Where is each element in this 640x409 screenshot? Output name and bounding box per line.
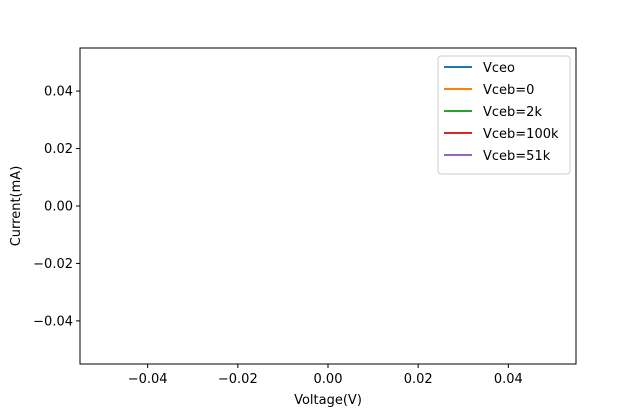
legend-label: Vceb=2k: [483, 105, 542, 120]
x-tick-label: −0.02: [218, 372, 258, 387]
legend-label: Vceo: [483, 61, 515, 76]
legend-label: Vceb=0: [483, 83, 534, 98]
legend-box: [437, 55, 571, 175]
x-tick-label: 0.00: [314, 372, 343, 387]
y-tick-label: −0.02: [33, 257, 73, 272]
x-tick-label: −0.04: [128, 372, 168, 387]
x-axis-label: Voltage(V): [294, 393, 362, 408]
x-tick-label: 0.02: [404, 372, 433, 387]
y-tick-label: −0.04: [33, 314, 73, 329]
y-tick-label: 0.04: [44, 85, 73, 100]
legend: Vceo Vceb=0 Vceb=2k Vceb=100k Vceb=51k: [437, 55, 571, 175]
legend-label: Vceb=100k: [483, 127, 559, 142]
legend-label: Vceb=51k: [483, 149, 551, 164]
y-axis-label: Current(mA): [9, 166, 24, 247]
x-tick-label: 0.04: [494, 372, 523, 387]
x-axis-ticks: −0.04 −0.02 0.00 0.02 0.04: [128, 364, 523, 387]
y-axis-ticks: −0.04 −0.02 0.00 0.02 0.04: [33, 85, 80, 329]
y-tick-label: 0.00: [44, 200, 73, 215]
y-tick-label: 0.02: [44, 142, 73, 157]
